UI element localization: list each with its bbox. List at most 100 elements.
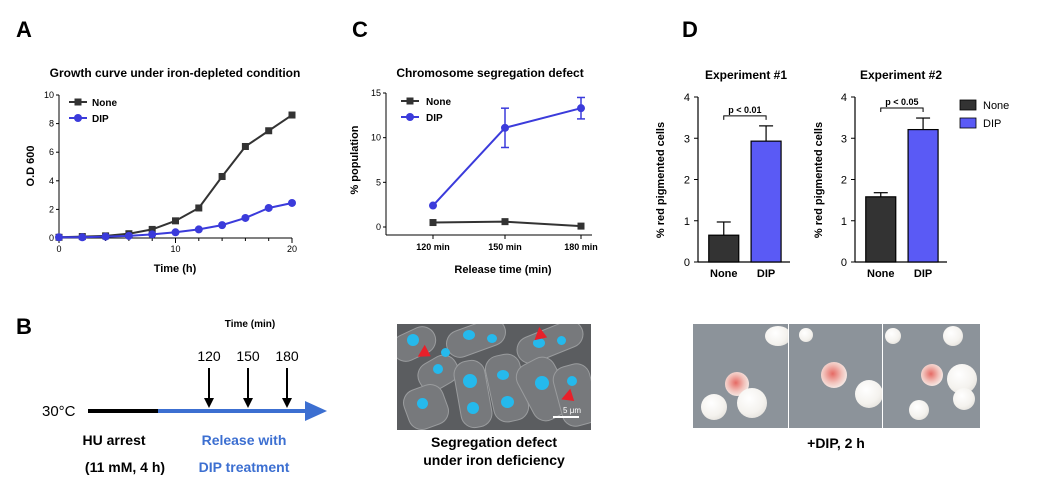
nucleus bbox=[441, 348, 450, 357]
chart-d2-ylabel: % red pigmented cells bbox=[813, 122, 825, 238]
chart-d2-title: Experiment #2 bbox=[860, 68, 942, 82]
release-label: Release with bbox=[202, 432, 287, 448]
chart-c-point-dip bbox=[429, 201, 437, 210]
hu-arrest-label: HU arrest bbox=[82, 432, 145, 448]
legend-swatch-none bbox=[959, 99, 977, 111]
legend-swatch-dip bbox=[959, 117, 977, 129]
white-colony bbox=[855, 380, 882, 408]
white-colony bbox=[909, 400, 929, 420]
hu-arrest-detail: (11 mM, 4 h) bbox=[85, 459, 165, 475]
chart-d1-title: Experiment #1 bbox=[705, 68, 787, 82]
chart-c-xlabel: Release time (min) bbox=[454, 264, 552, 276]
chart-d1-bar-dip bbox=[750, 140, 782, 263]
chart-c-legend-label: None bbox=[426, 97, 451, 108]
chart-d2-significance-bracket bbox=[880, 107, 924, 113]
chart-a-point-none bbox=[241, 142, 249, 150]
chart-a-point-dip bbox=[101, 232, 110, 241]
chart-d2-x-tick-label: None bbox=[867, 268, 895, 280]
nucleus bbox=[467, 402, 479, 414]
chart-c-point-dip bbox=[501, 123, 509, 132]
scale-bar-label: 5 μm bbox=[563, 406, 581, 415]
experiment-1-bar-chart: Experiment #1 % red pigmented cells 0 1 2 3… bbox=[655, 68, 790, 280]
chart-c-y-tick-label: 5 bbox=[376, 177, 381, 187]
chart-c-x-tick-label: 120 min bbox=[416, 242, 450, 252]
chart-a-point-none bbox=[172, 217, 179, 225]
chart-a-point-none bbox=[148, 225, 156, 233]
chart-a-point-dip bbox=[288, 198, 296, 207]
experiment-2-bar-chart: Experiment #2 % red pigmented cells 0 1 2 3… bbox=[813, 68, 947, 280]
timepoint-arrowhead-150 bbox=[243, 398, 253, 408]
chart-a-x-tick-label: 20 bbox=[287, 244, 297, 254]
nucleus bbox=[463, 374, 477, 388]
chart-c-point-none bbox=[577, 222, 585, 230]
chart-a-y-tick-label: 4 bbox=[49, 176, 54, 186]
growth-curve-chart: Growth curve under iron-depleted conditi… bbox=[25, 66, 300, 275]
nucleus bbox=[533, 338, 545, 348]
white-colony bbox=[701, 394, 727, 420]
chart-d-legend: None DIP bbox=[959, 99, 1009, 130]
timepoint-arrows bbox=[204, 368, 292, 408]
nucleus bbox=[557, 336, 566, 345]
chart-c-title: Chromosome segregation defect bbox=[396, 66, 583, 80]
red-colony bbox=[921, 364, 943, 386]
white-colony bbox=[953, 388, 975, 410]
chart-d1-significance-bracket bbox=[723, 115, 767, 120]
chart-c-y-tick-label: 10 bbox=[371, 133, 381, 143]
image-caption-line1: Segregation defect bbox=[431, 434, 557, 450]
chart-d1-significance-label: p < 0.01 bbox=[728, 105, 761, 115]
legend-label-dip: DIP bbox=[983, 118, 1001, 130]
chart-a-point-dip bbox=[171, 228, 180, 237]
chart-c-legend-label: DIP bbox=[426, 113, 443, 124]
chart-a-point-none bbox=[288, 111, 296, 119]
chart-a-xlabel: Time (h) bbox=[154, 263, 197, 275]
chart-a-point-dip bbox=[78, 233, 87, 242]
red-colony bbox=[821, 362, 847, 388]
chart-d1-y-tick-label: 0 bbox=[684, 257, 690, 269]
colony-plate-2 bbox=[789, 324, 882, 428]
chart-d2-y-tick-label: 4 bbox=[841, 92, 847, 104]
chart-a-legend-marker bbox=[74, 114, 82, 122]
chart-d1-y-tick-label: 3 bbox=[684, 133, 690, 145]
nucleus bbox=[535, 376, 549, 390]
chart-c-point-dip bbox=[577, 104, 585, 113]
timepoint-180: 180 bbox=[275, 348, 299, 364]
image-caption-line2: under iron deficiency bbox=[423, 452, 565, 468]
chart-a-point-dip bbox=[55, 233, 63, 242]
chart-a-point-dip bbox=[241, 213, 250, 222]
chart-a-y-tick-label: 8 bbox=[49, 119, 54, 129]
release-arrowhead bbox=[305, 401, 327, 421]
timepoint-150: 150 bbox=[236, 348, 260, 364]
chart-a-legend-marker bbox=[74, 98, 82, 106]
chart-a-legend-label: None bbox=[92, 98, 117, 109]
chart-d2-y-tick-label: 3 bbox=[841, 133, 847, 145]
chart-d1-y-tick-label: 1 bbox=[684, 216, 690, 228]
chart-d2-significance-label: p < 0.05 bbox=[885, 97, 918, 107]
chart-d2-bar-dip bbox=[907, 128, 939, 263]
chart-d1-x-tick-label: DIP bbox=[757, 268, 775, 280]
microscopy-image: 5 μm bbox=[397, 324, 591, 430]
chart-c-legend-marker bbox=[406, 97, 414, 105]
panel-letter-a: A bbox=[16, 17, 32, 42]
chart-c-ylabel: % population bbox=[349, 125, 361, 194]
legend-label-none: None bbox=[983, 100, 1009, 112]
timepoint-arrowhead-180 bbox=[282, 398, 292, 408]
chart-a-point-dip bbox=[148, 230, 157, 239]
chart-c-y-tick-label: 15 bbox=[371, 88, 381, 98]
segregation-defect-chart: Chromosome segregation defect Release ti… bbox=[349, 66, 598, 276]
chart-c-legend-marker bbox=[406, 113, 414, 121]
chart-c-y-tick-label: 0 bbox=[376, 222, 381, 232]
colony-plate-3 bbox=[883, 324, 980, 428]
chart-a-y-tick-label: 2 bbox=[49, 204, 54, 214]
chart-a-point-none bbox=[218, 173, 226, 181]
chart-d2-y-tick-label: 0 bbox=[841, 257, 847, 269]
nucleus bbox=[463, 330, 475, 340]
chart-a-point-none bbox=[195, 204, 203, 212]
white-colony bbox=[765, 326, 788, 346]
chart-a-x-tick-label: 10 bbox=[170, 244, 180, 254]
chart-c-series-line-dip bbox=[432, 107, 582, 207]
timepoint-arrowhead-120 bbox=[204, 398, 214, 408]
chart-a-point-dip bbox=[218, 221, 227, 230]
chart-d1-y-tick-label: 4 bbox=[684, 92, 690, 104]
release-detail: DIP treatment bbox=[199, 459, 290, 475]
